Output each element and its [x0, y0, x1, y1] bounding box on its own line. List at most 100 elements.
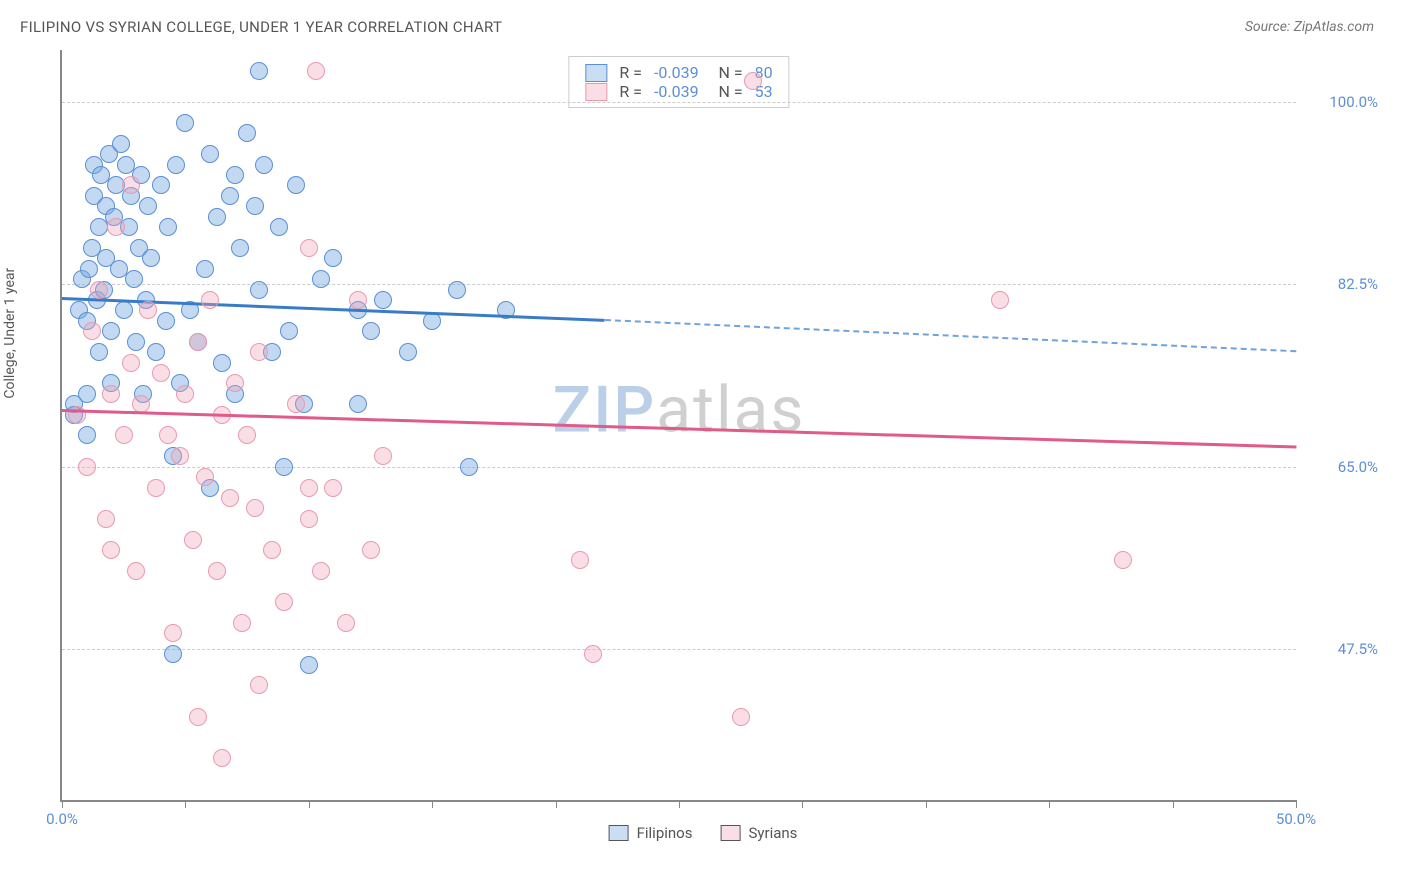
legend-swatch [585, 64, 607, 82]
scatter-point [122, 176, 140, 194]
series-legend: Filipinos Syrians [609, 824, 798, 842]
scatter-point [275, 593, 293, 611]
scatter-point [196, 468, 214, 486]
scatter-point [147, 343, 165, 361]
scatter-point [115, 426, 133, 444]
scatter-point [233, 614, 251, 632]
trend-line [605, 319, 1296, 352]
scatter-point [349, 395, 367, 413]
scatter-point [584, 645, 602, 663]
scatter-point [324, 249, 342, 267]
x-tick [802, 800, 803, 808]
plot-area: ZIPatlas R =-0.039 N =80R =-0.039 N =53 … [60, 50, 1296, 802]
x-tick [62, 800, 63, 808]
scatter-point [231, 239, 249, 257]
y-axis-label: College, Under 1 year [2, 268, 18, 399]
scatter-point [300, 239, 318, 257]
scatter-point [349, 291, 367, 309]
r-value: -0.039 [654, 63, 699, 82]
y-tick-label: 82.5% [1338, 275, 1378, 293]
scatter-point [312, 270, 330, 288]
n-label: N = [711, 82, 743, 101]
scatter-point [280, 322, 298, 340]
scatter-point [127, 562, 145, 580]
scatter-point [399, 343, 417, 361]
scatter-point [171, 447, 189, 465]
scatter-point [196, 260, 214, 278]
scatter-point [157, 312, 175, 330]
scatter-point [142, 249, 160, 267]
scatter-point [78, 458, 96, 476]
x-tick [1049, 800, 1050, 808]
chart-title: FILIPINO VS SYRIAN COLLEGE, UNDER 1 YEAR… [20, 18, 502, 36]
scatter-point [152, 364, 170, 382]
chart-container: College, Under 1 year ZIPatlas R =-0.039… [20, 50, 1386, 862]
scatter-point [147, 479, 165, 497]
x-tick [432, 800, 433, 808]
scatter-point [189, 333, 207, 351]
x-tick-label: 50.0% [1276, 810, 1316, 828]
y-tick-label: 65.0% [1338, 458, 1378, 476]
scatter-point [571, 551, 589, 569]
scatter-point [263, 541, 281, 559]
scatter-point [102, 322, 120, 340]
scatter-point [732, 708, 750, 726]
n-label: N = [711, 63, 743, 82]
legend-item: Filipinos [609, 824, 693, 842]
watermark: ZIPatlas [553, 373, 806, 448]
scatter-point [164, 645, 182, 663]
legend-swatch [585, 83, 607, 101]
r-label: R = [619, 63, 642, 82]
scatter-point [287, 176, 305, 194]
scatter-point [208, 562, 226, 580]
x-tick [679, 800, 680, 808]
legend-swatch [720, 825, 740, 841]
legend-label: Filipinos [637, 824, 693, 842]
scatter-point [90, 343, 108, 361]
scatter-point [275, 458, 293, 476]
scatter-point [250, 281, 268, 299]
scatter-point [300, 510, 318, 528]
scatter-point [159, 426, 177, 444]
y-tick-label: 100.0% [1329, 93, 1378, 111]
scatter-point [83, 322, 101, 340]
scatter-point [448, 281, 466, 299]
gridline [62, 467, 1296, 468]
scatter-point [139, 197, 157, 215]
scatter-point [250, 62, 268, 80]
scatter-point [213, 749, 231, 767]
gridline [62, 649, 1296, 650]
scatter-point [270, 218, 288, 236]
scatter-point [189, 708, 207, 726]
scatter-point [226, 166, 244, 184]
gridline [62, 284, 1296, 285]
legend-label: Syrians [748, 824, 797, 842]
scatter-point [221, 187, 239, 205]
scatter-point [176, 385, 194, 403]
scatter-point [167, 156, 185, 174]
scatter-point [152, 176, 170, 194]
scatter-point [78, 385, 96, 403]
x-tick [309, 800, 310, 808]
scatter-point [208, 208, 226, 226]
scatter-point [102, 541, 120, 559]
scatter-point [324, 479, 342, 497]
gridline [62, 102, 1296, 103]
scatter-point [238, 426, 256, 444]
scatter-point [139, 301, 157, 319]
scatter-point [213, 354, 231, 372]
scatter-point [374, 291, 392, 309]
r-label: R = [619, 82, 642, 101]
scatter-point [201, 291, 219, 309]
r-value: -0.039 [654, 82, 699, 101]
scatter-point [125, 270, 143, 288]
scatter-point [107, 218, 125, 236]
x-tick-label: 0.0% [46, 810, 78, 828]
scatter-point [287, 395, 305, 413]
scatter-point [238, 124, 256, 142]
scatter-point [300, 479, 318, 497]
x-tick [185, 800, 186, 808]
y-tick-label: 47.5% [1338, 640, 1378, 658]
x-tick [1173, 800, 1174, 808]
scatter-point [1114, 551, 1132, 569]
